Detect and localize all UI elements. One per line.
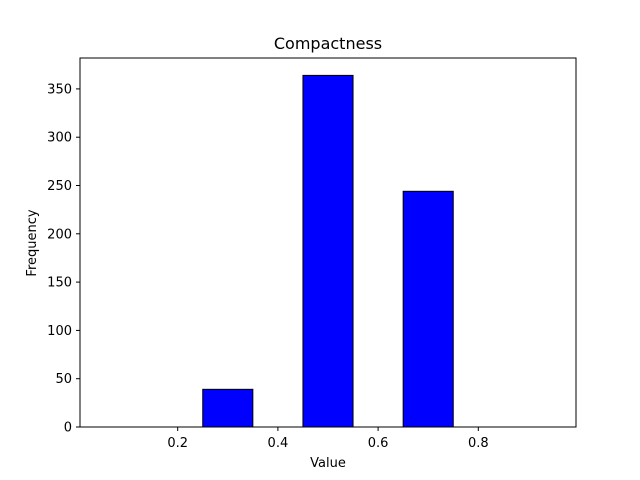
y-tick-label: 150: [47, 276, 72, 291]
y-tick-label: 200: [47, 227, 72, 242]
y-tick-label: 250: [47, 179, 72, 194]
x-tick-label: 0.4: [268, 436, 289, 451]
x-tick-label: 0.8: [468, 436, 489, 451]
y-tick-label: 50: [55, 372, 72, 387]
x-tick-label: 0.2: [167, 436, 188, 451]
y-tick-label: 300: [47, 131, 72, 146]
x-tick-label: 0.6: [368, 436, 389, 451]
bar-1: [202, 388, 254, 428]
bar-2: [302, 74, 354, 428]
y-tick-label: 0: [64, 421, 72, 436]
bar-3: [402, 190, 454, 428]
y-tick-label: 350: [47, 82, 72, 97]
chart-title: Compactness: [274, 34, 382, 53]
y-axis-label: Frequency: [25, 209, 40, 276]
x-axis-ticks: 0.2 0.4 0.6 0.8: [167, 427, 489, 451]
x-axis-label: Value: [310, 456, 346, 471]
bars-group: [202, 74, 454, 428]
y-axis-ticks: 0 50 100 150 200 250 300 350: [47, 82, 80, 436]
y-tick-label: 100: [47, 324, 72, 339]
plot-frame: [79, 57, 577, 428]
